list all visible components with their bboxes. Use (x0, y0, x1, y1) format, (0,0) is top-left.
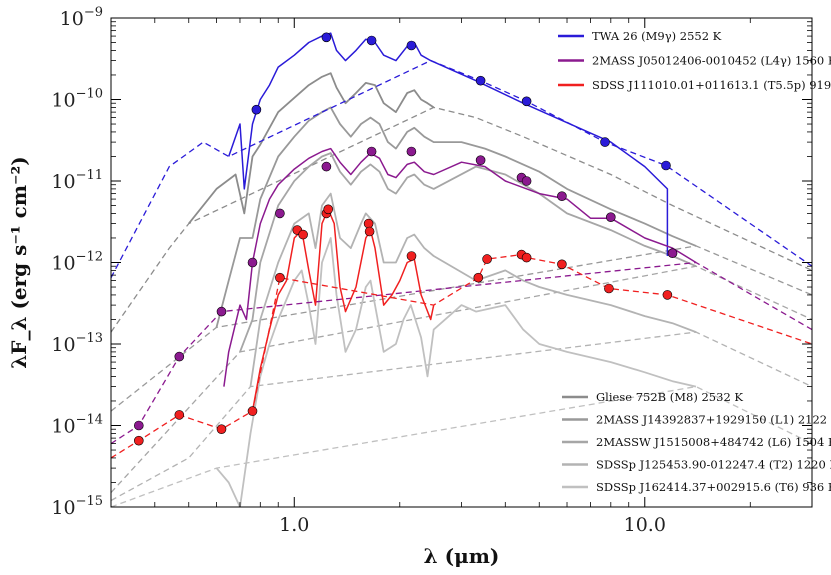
series-spectrum-sdss-j111010-01-011613-1-t5-5p-919-k (251, 208, 435, 412)
photometry-point-twa-26-m9-2552-k-2 (366, 35, 377, 46)
photometry-point-sdss-j111010-01-011613-1-t5-5p-919-k-15 (521, 252, 532, 263)
photometry-point-2mass-j05012406-0010452-l4-1560-k-3 (247, 257, 258, 268)
photometry-point-twa-26-m9-2552-k-3 (406, 40, 417, 51)
photometry-point-2mass-j05012406-0010452-l4-1560-k-4 (275, 208, 285, 219)
series-dashed-twa-26-m9-2552-k (111, 59, 812, 279)
photometry-point-2mass-j05012406-0010452-l4-1560-k-7 (406, 146, 417, 157)
legend-label-sdss-j111010-01-011613-1-t5-5p-919-k: SDSS J111010.01+011613.1 (T5.5p) 919 K (592, 78, 831, 92)
series-spectrum-sdssp-j125453-90-012247-4-t2-1220-k (249, 192, 697, 387)
photometry-layer (134, 32, 678, 446)
legend-label-2mass-j05012406-0010452-l4-1560-k: 2MASS J05012406-0010452 (L4γ) 1560 K (592, 54, 831, 68)
y-tick-label-5: 10−10 (51, 87, 103, 112)
photometry-point-2mass-j05012406-0010452-l4-1560-k-13 (667, 248, 678, 258)
photometry-point-sdss-j111010-01-011613-1-t5-5p-919-k-16 (557, 259, 567, 270)
photometry-point-twa-26-m9-2552-k-7 (661, 160, 671, 171)
photometry-point-sdss-j111010-01-011613-1-t5-5p-919-k-12 (473, 272, 484, 283)
photometry-point-sdss-j111010-01-011613-1-t5-5p-919-k-10 (364, 226, 375, 237)
y-tick-label-1: 10−14 (51, 413, 103, 438)
series-spectrum-2massw-j1515008-484742-l6-1504-k (239, 152, 697, 353)
photometry-point-twa-26-m9-2552-k-0 (251, 104, 262, 115)
y-tick-label-6: 10−9 (60, 5, 103, 30)
x-tick-label-1: 10.0 (624, 514, 666, 536)
photometry-point-2mass-j05012406-0010452-l4-1560-k-12 (605, 212, 616, 222)
legend-label-sdssp-j125453-90-012247-4-t2-1220-k: SDSSp J125453.90-012247.4 (T2) 1220 K (596, 458, 831, 472)
axis-ticks: 10−15 10−14 10−13 10−12 10−11 10−10 10−9 1.0 10.… (51, 5, 813, 536)
legend-label-sdssp-j162414-37-002915-6-t6-936-k: SDSSp J162414.37+002915.6 (T6) 936 K (596, 480, 831, 494)
y-axis-title: λF_λ (erg s⁻¹ cm⁻²) (7, 156, 31, 369)
series-dashed-2mass-j14392837-1929150-l1-2122-k (111, 245, 812, 412)
photometry-point-2mass-j05012406-0010452-l4-1560-k-8 (475, 155, 486, 165)
photometry-point-sdss-j111010-01-011613-1-t5-5p-919-k-18 (662, 290, 673, 300)
legend-label-twa-26-m9-2552-k: TWA 26 (M9γ) 2552 K (592, 29, 722, 43)
y-tick-label-3: 10−12 (51, 250, 103, 275)
photometry-point-sdss-j111010-01-011613-1-t5-5p-919-k-9 (363, 218, 374, 229)
photometry-point-sdss-j111010-01-011613-1-t5-5p-919-k-2 (216, 424, 227, 435)
x-axis-title: λ (μm) (424, 544, 500, 568)
legend-templates: Gliese 752B (M8) 2532 K 2MASS J14392837+1… (562, 390, 831, 494)
photometry-point-twa-26-m9-2552-k-1 (321, 32, 332, 43)
photometry-point-2mass-j05012406-0010452-l4-1560-k-6 (366, 146, 377, 157)
photometry-point-sdss-j111010-01-011613-1-t5-5p-919-k-3 (247, 406, 258, 416)
photometry-point-2mass-j05012406-0010452-l4-1560-k-10 (521, 176, 532, 186)
photometry-point-sdss-j111010-01-011613-1-t5-5p-919-k-13 (482, 254, 492, 264)
series-dashed-sdss-j111010-01-011613-1-t5-5p-919-k (111, 253, 812, 459)
legend-highlight: TWA 26 (M9γ) 2552 K 2MASS J05012406-00104… (558, 29, 831, 92)
photometry-point-sdss-j111010-01-011613-1-t5-5p-919-k-1 (174, 410, 185, 420)
photometry-point-2mass-j05012406-0010452-l4-1560-k-2 (216, 306, 227, 317)
series-dashed-gliese-752b-m8-2532-k (111, 106, 812, 333)
series-spectrum-2mass-j05012406-0010452-l4-1560-k (223, 147, 697, 387)
photometry-point-twa-26-m9-2552-k-4 (475, 75, 486, 86)
photometry-point-sdss-j111010-01-011613-1-t5-5p-919-k-17 (604, 283, 614, 294)
series-dashed-2mass-j05012406-0010452-l4-1560-k (111, 261, 812, 445)
y-tick-label-4: 10−11 (51, 168, 103, 193)
photometry-point-twa-26-m9-2552-k-5 (521, 96, 532, 107)
series-spectrum-twa-26-m9-2552-k (227, 32, 669, 256)
series-spectrum-sdssp-j162414-37-002915-6-t6-936-k (215, 237, 697, 507)
legend-label-2mass-j14392837-1929150-l1-2122-k: 2MASS J14392837+1929150 (L1) 2122 K (596, 413, 831, 427)
legend-label-2massw-j1515008-484742-l6-1504-k: 2MASSW J1515008+484742 (L6) 1504 K (596, 435, 831, 449)
photometry-point-2mass-j05012406-0010452-l4-1560-k-1 (174, 351, 185, 362)
series-dashed-2massw-j1515008-484742-l6-1504-k (111, 265, 812, 494)
legend-label-gliese-752b-m8-2532-k: Gliese 752B (M8) 2532 K (596, 390, 743, 404)
series-spectrum-2mass-j14392837-1929150-l1-2122-k (215, 106, 697, 328)
series-spectrum-gliese-752b-m8-2532-k (188, 72, 435, 225)
photometry-point-2mass-j05012406-0010452-l4-1560-k-5 (321, 161, 332, 172)
y-tick-label-2: 10−13 (51, 331, 103, 356)
photometry-point-twa-26-m9-2552-k-6 (600, 137, 610, 147)
photometry-point-sdss-j111010-01-011613-1-t5-5p-919-k-6 (298, 229, 308, 240)
photometry-point-sdss-j111010-01-011613-1-t5-5p-919-k-11 (406, 251, 417, 261)
series-dashed-sdssp-j162414-37-002915-6-t6-936-k (111, 385, 812, 507)
x-tick-label-0: 1.0 (279, 514, 309, 536)
y-tick-label-0: 10−15 (51, 494, 103, 519)
photometry-point-2mass-j05012406-0010452-l4-1560-k-0 (134, 420, 144, 431)
photometry-point-2mass-j05012406-0010452-l4-1560-k-11 (557, 191, 567, 201)
photometry-point-sdss-j111010-01-011613-1-t5-5p-919-k-8 (323, 204, 334, 215)
photometry-point-sdss-j111010-01-011613-1-t5-5p-919-k-4 (275, 272, 285, 283)
photometry-point-sdss-j111010-01-011613-1-t5-5p-919-k-0 (134, 435, 144, 446)
series-layer (111, 32, 812, 507)
